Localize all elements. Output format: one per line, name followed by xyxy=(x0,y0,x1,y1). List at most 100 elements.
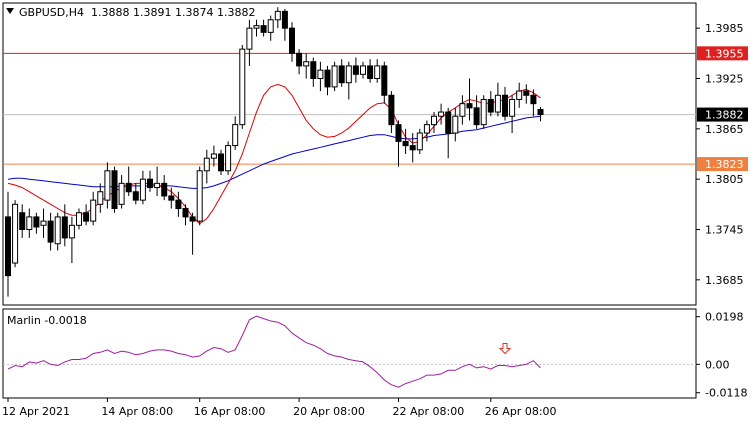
candle xyxy=(438,103,445,125)
candle-body xyxy=(360,65,366,75)
candle-body xyxy=(296,52,303,67)
candle xyxy=(139,170,146,205)
candle xyxy=(530,89,537,117)
candle xyxy=(54,212,61,251)
candle-body xyxy=(516,90,523,100)
price-tick-label: 1.3985 xyxy=(705,22,744,35)
time-axis: 12 Apr 2021 14 Apr 08:00 16 Apr 08:00 20 Ap… xyxy=(2,398,557,418)
candle xyxy=(218,149,224,175)
candle xyxy=(431,112,437,134)
candle xyxy=(90,191,97,226)
slow-moving-average xyxy=(7,115,541,189)
candle xyxy=(516,82,523,108)
candle xyxy=(47,212,54,251)
candle xyxy=(303,53,310,79)
candle-body xyxy=(246,27,253,50)
candle-body xyxy=(125,182,132,193)
candle xyxy=(338,59,345,87)
candle xyxy=(480,95,487,129)
candle-body xyxy=(317,69,324,80)
candle xyxy=(40,208,47,238)
candle-body xyxy=(26,216,33,231)
candle-body xyxy=(68,224,75,239)
candle-body xyxy=(409,145,416,151)
candle xyxy=(281,8,288,41)
candle xyxy=(132,183,139,205)
candle xyxy=(232,116,239,150)
candle xyxy=(324,65,331,96)
candle-body xyxy=(438,111,445,117)
marlin-indicator-line xyxy=(7,315,541,388)
candle-body xyxy=(487,98,494,113)
candle-body xyxy=(274,10,281,21)
candle xyxy=(409,133,416,163)
candle-body xyxy=(203,157,210,172)
candle xyxy=(537,107,544,122)
candle xyxy=(225,141,232,175)
candle xyxy=(239,44,246,129)
candle xyxy=(210,145,217,167)
candle xyxy=(111,166,118,213)
signal-arrow xyxy=(498,343,512,355)
candle-body xyxy=(19,212,26,231)
candle xyxy=(416,128,423,154)
candle-body xyxy=(530,94,537,105)
candle-body xyxy=(253,25,260,29)
collapse-triangle-icon[interactable] xyxy=(6,8,14,14)
candle-body xyxy=(161,182,168,197)
candle xyxy=(317,61,324,92)
candle xyxy=(68,216,75,264)
fast-moving-average xyxy=(7,83,541,225)
candle-body xyxy=(260,25,267,33)
candle-body xyxy=(324,69,331,88)
candle-body xyxy=(431,115,437,126)
candle-body xyxy=(182,208,189,218)
candle-body xyxy=(388,94,395,126)
time-tick-label: 20 Apr 08:00 xyxy=(293,405,365,418)
candle xyxy=(26,208,33,238)
candle xyxy=(459,95,466,125)
price-tick-label: 1.3865 xyxy=(705,123,744,136)
indicator-panel xyxy=(2,308,697,399)
down-arrow-icon xyxy=(498,343,512,355)
candle-body xyxy=(303,61,310,67)
ohlc-open: 1.3888 xyxy=(91,6,130,19)
candle-body xyxy=(218,153,224,172)
candle-body xyxy=(90,199,97,222)
candle-body xyxy=(83,212,90,222)
candle-body xyxy=(175,199,182,210)
time-tick-label: 22 Apr 08:00 xyxy=(393,405,465,418)
time-tick-label: 26 Apr 08:00 xyxy=(485,405,557,418)
candle xyxy=(502,86,508,121)
candle xyxy=(260,19,267,37)
candle-body xyxy=(5,216,11,277)
candle xyxy=(352,57,359,83)
candle-body xyxy=(97,191,104,205)
candle-body xyxy=(537,109,544,116)
candle-body xyxy=(395,124,402,142)
candle xyxy=(168,187,175,209)
candle-body xyxy=(459,103,466,117)
candle-body xyxy=(54,216,61,245)
candle-body xyxy=(40,220,47,226)
candle xyxy=(494,82,501,117)
candle xyxy=(296,49,303,75)
price-tick-label: 1.3925 xyxy=(705,73,744,86)
candle-body xyxy=(509,98,516,117)
indicator-tick-label: 0.00 xyxy=(705,358,730,371)
candle xyxy=(367,59,374,83)
candle-body xyxy=(345,65,352,84)
candle xyxy=(253,19,260,37)
candle xyxy=(5,191,11,297)
level-label: 1.3955 xyxy=(705,47,744,60)
candle-body xyxy=(352,65,359,75)
candle xyxy=(196,166,203,226)
candle-body xyxy=(76,212,82,226)
candle-body xyxy=(331,65,338,88)
candle xyxy=(345,61,352,100)
candle-body xyxy=(281,10,288,29)
candle xyxy=(175,191,182,217)
price-tick-label: 1.3805 xyxy=(705,173,744,186)
time-tick-label: 16 Apr 08:00 xyxy=(194,405,266,418)
